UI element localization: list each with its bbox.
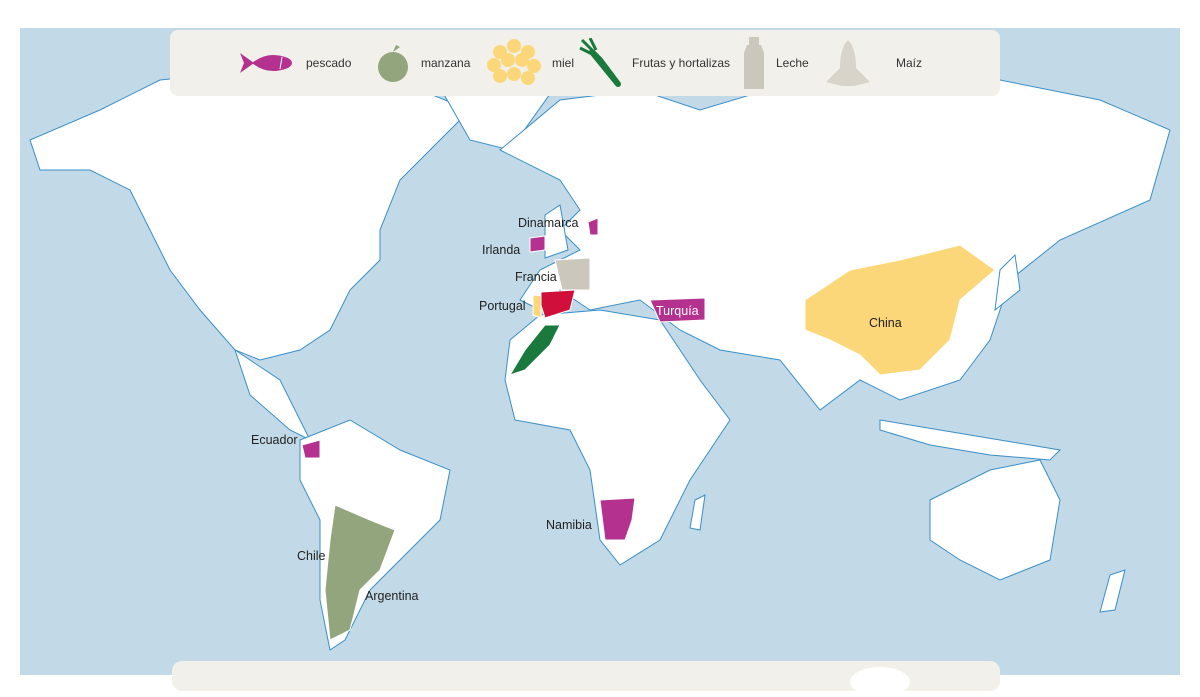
country-turkey	[649, 297, 706, 323]
world-map	[20, 28, 1180, 675]
legend-item-frutas: Frutas y hortalizas	[578, 30, 730, 96]
bottom-panel-button[interactable]	[850, 667, 910, 697]
country-china	[804, 244, 996, 376]
legend-item-manzana: manzana	[377, 30, 470, 96]
label-china: China	[869, 316, 902, 330]
apple-icon	[378, 45, 408, 82]
legend-label: miel	[552, 56, 575, 70]
honeycomb-icon	[487, 39, 541, 85]
legend-label: Leche	[776, 56, 809, 70]
new-zealand	[1099, 569, 1126, 613]
country-ecuador	[301, 439, 321, 459]
label-namibia: Namibia	[546, 518, 592, 532]
label-chile: Chile	[297, 549, 326, 563]
country-france	[554, 257, 591, 291]
legend-item-miel: miel	[486, 30, 574, 96]
madagascar	[689, 494, 706, 531]
label-dinamarca: Dinamarca	[518, 216, 579, 230]
country-ireland	[529, 235, 546, 253]
corn-icon	[826, 40, 870, 86]
country-denmark	[587, 217, 599, 236]
legend-panel: pescado manzana miel Frutas y hortalizas…	[170, 30, 1000, 96]
legend-item-leche: Leche	[742, 30, 809, 96]
country-portugal	[532, 294, 542, 319]
australia	[929, 459, 1061, 581]
label-ecuador: Ecuador	[251, 433, 298, 447]
indonesia	[879, 419, 1062, 461]
carrot-icon	[579, 38, 621, 87]
label-argentina: Argentina	[365, 589, 419, 603]
africa	[504, 309, 731, 566]
legend-label: pescado	[306, 56, 352, 70]
label-irlanda: Irlanda	[482, 243, 521, 257]
milk-bottle-icon	[744, 37, 764, 89]
country-chile-argentina	[324, 504, 396, 641]
legend-item-pescado: pescado	[238, 30, 351, 96]
label-turquia: Turquía	[656, 304, 699, 318]
japan	[994, 253, 1021, 312]
country-namibia	[599, 497, 636, 541]
fish-icon	[240, 53, 292, 73]
legend-label: Frutas y hortalizas	[632, 56, 731, 70]
legend-label: manzana	[421, 56, 471, 70]
country-morocco	[508, 324, 561, 376]
legend-label: Maíz	[896, 56, 923, 70]
label-francia: Francia	[515, 270, 557, 284]
label-portugal: Portugal	[479, 299, 526, 313]
legend-item-maiz: Maíz	[824, 30, 922, 96]
